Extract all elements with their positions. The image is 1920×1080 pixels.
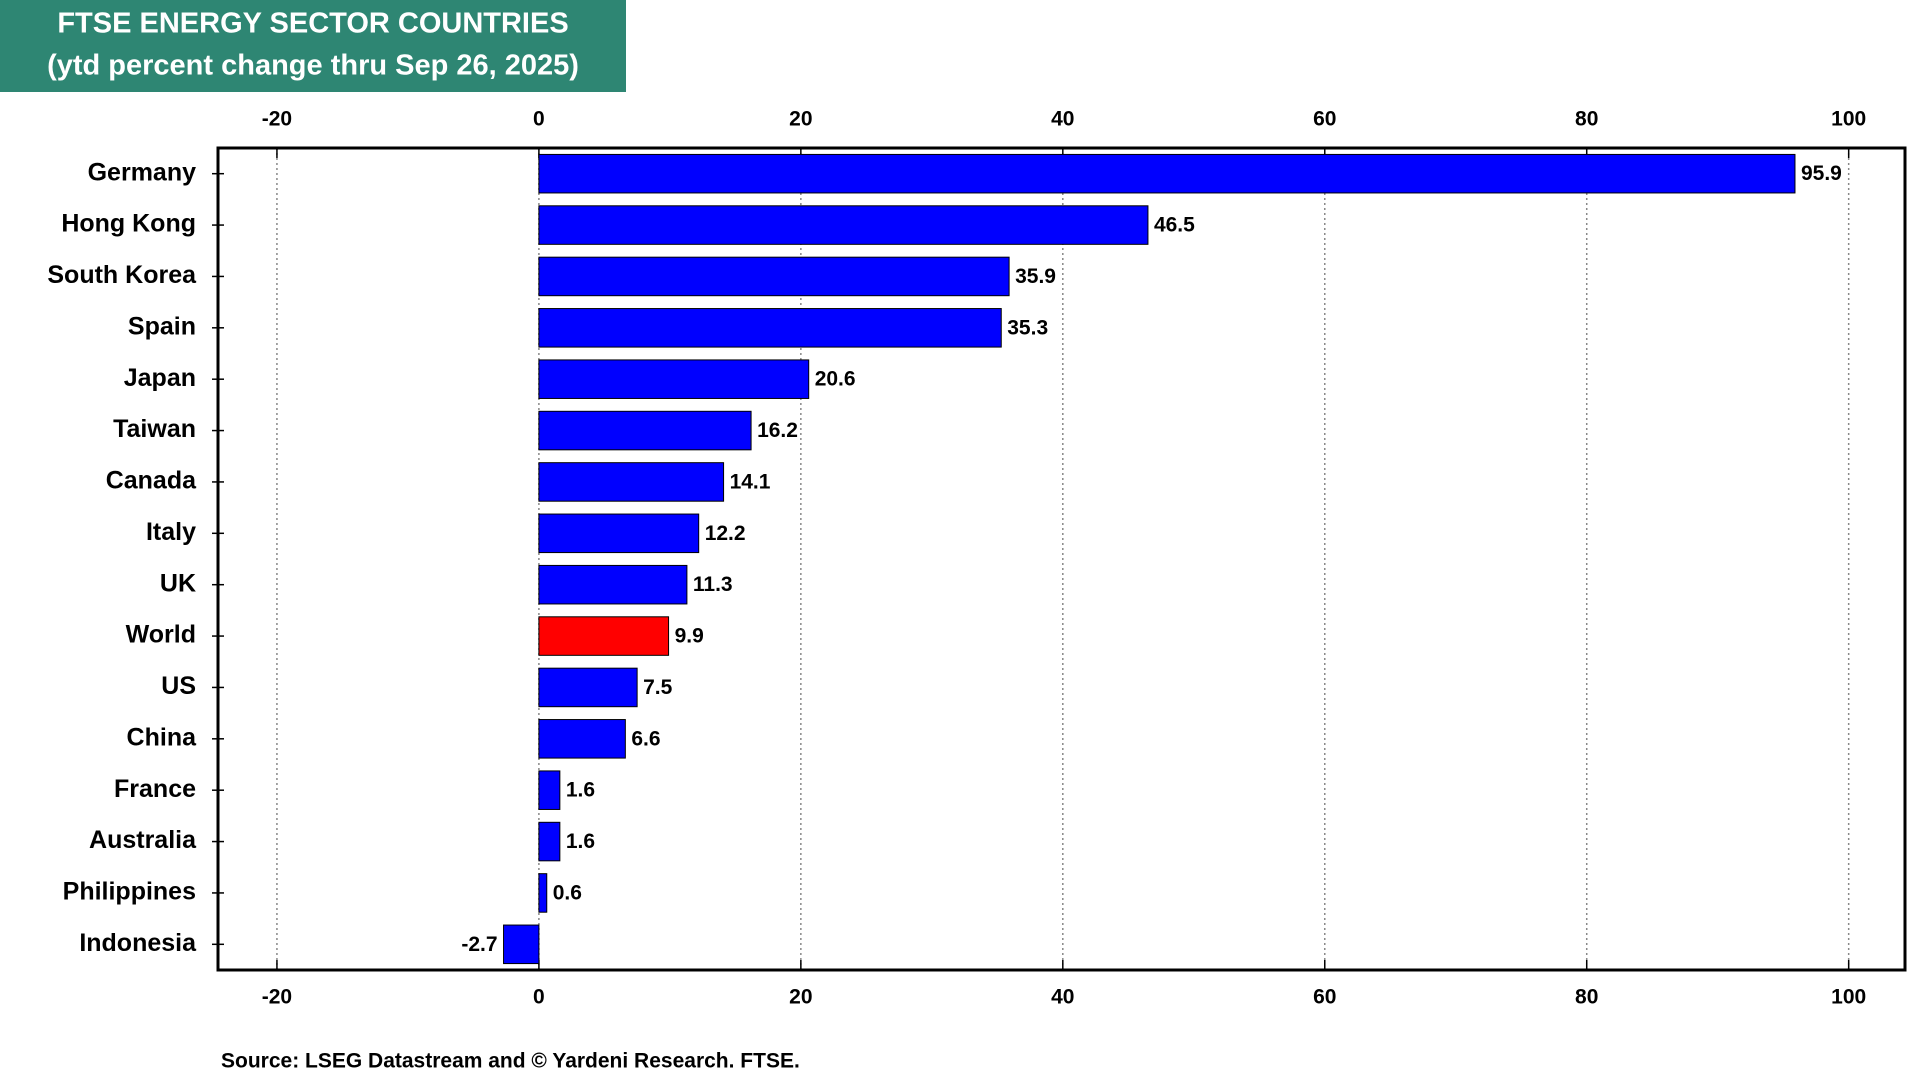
- chart-title: FTSE ENERGY SECTOR COUNTRIES: [57, 8, 568, 40]
- x-tick-label: 60: [1313, 986, 1336, 1009]
- data-label: 7.5: [643, 676, 673, 699]
- y-tick-label: Japan: [124, 364, 196, 392]
- bar: [538, 821, 561, 862]
- y-tick-label: Taiwan: [113, 415, 196, 443]
- bar: [538, 359, 810, 399]
- x-tick-label: 20: [789, 108, 812, 131]
- y-tick-label: Canada: [106, 467, 197, 495]
- y-tick-label: World: [126, 621, 196, 649]
- data-label: -2.7: [461, 933, 497, 956]
- bar: [538, 564, 688, 605]
- bar: [538, 667, 638, 708]
- data-label: 95.9: [1801, 162, 1842, 185]
- y-tick-label: France: [114, 775, 196, 803]
- bar: [538, 873, 548, 913]
- bar: [538, 513, 700, 554]
- data-label: 35.9: [1015, 265, 1056, 288]
- bar: [503, 924, 540, 965]
- x-tick-label: 100: [1831, 108, 1866, 131]
- y-tick-label: Hong Kong: [61, 210, 196, 238]
- y-tick-label: China: [127, 723, 198, 751]
- bar: [538, 308, 1002, 348]
- y-tick-label: UK: [160, 569, 196, 597]
- x-tick-label: 80: [1575, 986, 1598, 1009]
- y-tick-label: South Korea: [47, 261, 197, 289]
- bar: [538, 256, 1010, 297]
- data-label: 14.1: [730, 470, 771, 493]
- y-tick-label: Italy: [146, 518, 196, 546]
- bar: [538, 410, 752, 451]
- x-tick-label: 100: [1831, 986, 1866, 1009]
- data-label: 1.6: [566, 779, 595, 802]
- title-box: [0, 0, 626, 92]
- data-label: 16.2: [757, 419, 798, 442]
- x-tick-label: 0: [533, 108, 545, 131]
- bar: [538, 719, 626, 759]
- x-tick-label: -20: [262, 108, 292, 131]
- data-label: 1.6: [566, 830, 595, 853]
- data-label: 0.6: [553, 881, 582, 904]
- y-tick-label: Spain: [128, 312, 196, 340]
- plot-frame: [216, 146, 1907, 972]
- data-label: 9.9: [675, 625, 704, 648]
- bar: [538, 770, 561, 810]
- x-tick-label: 40: [1051, 986, 1074, 1009]
- bar: [538, 205, 1149, 245]
- x-tick-label: 20: [789, 986, 812, 1009]
- y-tick-label: Australia: [89, 826, 197, 854]
- bar: [538, 462, 725, 502]
- x-tick-label: 0: [533, 986, 545, 1009]
- data-label: 6.6: [631, 727, 660, 750]
- data-label: 11.3: [693, 573, 733, 596]
- x-tick-label: -20: [262, 986, 292, 1009]
- bar: [538, 616, 670, 656]
- chart-subtitle: (ytd percent change thru Sep 26, 2025): [47, 50, 579, 82]
- x-tick-label: 80: [1575, 108, 1598, 131]
- data-label: 35.3: [1007, 316, 1048, 339]
- y-tick-label: Germany: [88, 158, 196, 186]
- source-note: Source: LSEG Datastream and © Yardeni Re…: [221, 1050, 800, 1073]
- data-label: 20.6: [815, 368, 856, 391]
- y-tick-label: Philippines: [63, 878, 196, 906]
- y-tick-label: Indonesia: [79, 929, 197, 957]
- data-label: 12.2: [705, 522, 746, 545]
- y-tick-label: US: [161, 672, 196, 700]
- data-label: 46.5: [1154, 214, 1195, 237]
- bar: [538, 153, 1796, 194]
- x-tick-label: 40: [1051, 108, 1074, 131]
- x-tick-label: 60: [1313, 108, 1336, 131]
